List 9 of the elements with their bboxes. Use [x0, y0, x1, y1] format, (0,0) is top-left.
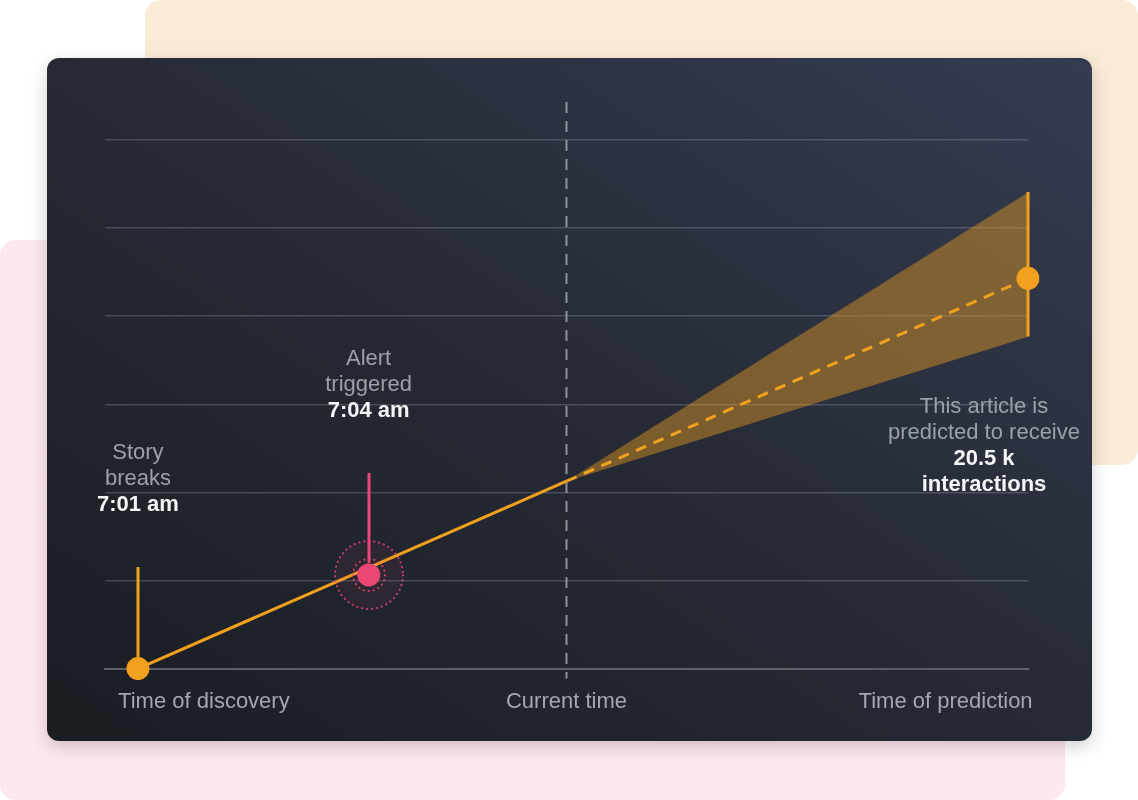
annotation: 20.5 k interactions	[920, 444, 1048, 497]
x-tick-label: Time of discovery	[118, 687, 290, 713]
annotation: Alert triggered	[325, 344, 413, 397]
x-tick-label: Current time	[505, 687, 628, 713]
annotation: 7:01 am	[96, 490, 179, 517]
annotation: This article is predicted to receive	[888, 392, 1080, 445]
annotation: 7:04 am	[326, 396, 411, 423]
annotation: Story breaks	[103, 438, 172, 491]
x-tick-label: Time of prediction	[858, 687, 1033, 713]
